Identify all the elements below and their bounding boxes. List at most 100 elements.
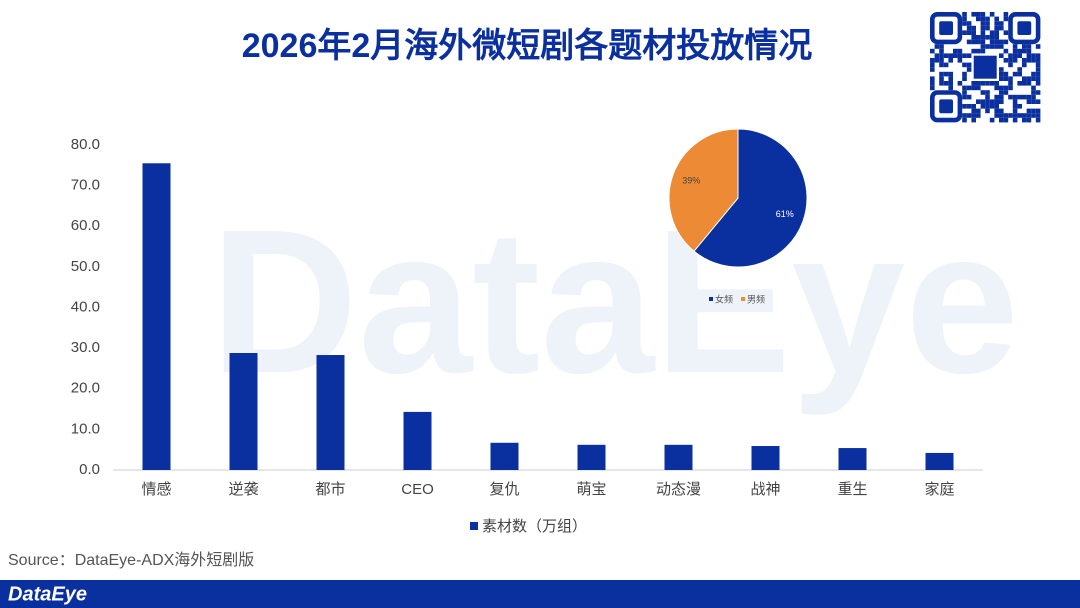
qr-cell — [1022, 44, 1027, 49]
qr-cell — [980, 99, 986, 104]
qr-cell — [934, 53, 940, 58]
bar — [577, 444, 606, 470]
qr-cell — [962, 90, 967, 95]
qr-cell — [1031, 76, 1036, 81]
qr-finder-core — [939, 99, 953, 114]
qr-cell — [994, 99, 999, 104]
qr-cell — [962, 117, 967, 123]
qr-cell — [1003, 76, 1009, 81]
footer-bar — [0, 580, 1080, 608]
qr-cell — [971, 108, 976, 114]
qr-cell — [1003, 16, 1009, 22]
legend-swatch — [709, 297, 713, 301]
qr-cell — [1022, 113, 1027, 118]
qr-cell — [985, 16, 990, 22]
x-tick-label: 战神 — [750, 481, 780, 498]
qr-cell — [971, 30, 976, 35]
qr-cell — [934, 44, 940, 49]
y-tick-label: 70.0 — [71, 177, 100, 194]
bar — [316, 355, 345, 470]
qr-cell — [980, 21, 986, 26]
qr-cell — [1008, 53, 1013, 58]
qr-cell — [1012, 117, 1018, 123]
qr-cell — [1003, 48, 1009, 54]
qr-cell — [1026, 108, 1032, 114]
y-tick-label: 60.0 — [71, 217, 100, 234]
qr-cell — [1031, 94, 1036, 100]
qr-cell — [962, 94, 967, 100]
qr-cell — [999, 94, 1004, 100]
qr-cell — [994, 21, 999, 26]
qr-cell — [1022, 58, 1027, 63]
qr-cell — [1031, 90, 1036, 95]
qr-cell — [976, 113, 981, 118]
qr-finder — [1008, 12, 1041, 45]
qr-cell — [939, 62, 944, 68]
qr-cell — [999, 108, 1004, 114]
qr-cell — [1031, 58, 1036, 63]
qr-cell — [976, 48, 981, 54]
bar — [751, 446, 780, 470]
qr-cell — [985, 108, 990, 114]
qr-cell — [1003, 90, 1009, 95]
qr-cell — [980, 39, 986, 45]
qr-cell — [971, 81, 976, 86]
qr-cell — [1035, 99, 1041, 104]
legend-label: 女频 — [715, 293, 733, 304]
qr-cell — [962, 21, 967, 26]
qr-cell — [980, 48, 986, 54]
qr-cell — [930, 48, 935, 54]
legend-label: 男频 — [747, 293, 765, 304]
qr-cell — [980, 12, 986, 17]
qr-cell — [999, 99, 1004, 104]
qr-cell — [976, 12, 981, 17]
qr-cell — [999, 113, 1004, 118]
qr-cell — [1026, 113, 1032, 118]
qr-cell — [994, 113, 999, 118]
qr-cell — [994, 94, 999, 100]
qr-cell — [1017, 71, 1022, 77]
qr-cell — [980, 30, 986, 35]
x-tick-label: CEO — [401, 481, 434, 498]
qr-cell — [930, 85, 935, 91]
pie-label: 61% — [776, 209, 794, 219]
qr-cell — [971, 48, 976, 54]
qr-cell — [962, 113, 967, 118]
qr-cell — [976, 85, 981, 91]
qr-cell — [989, 104, 995, 109]
qr-cell — [1026, 81, 1032, 86]
qr-cell — [1035, 53, 1041, 58]
qr-cell — [976, 99, 981, 104]
qr-cell — [985, 104, 990, 109]
qr-cell — [1017, 48, 1022, 54]
qr-cell — [989, 35, 995, 40]
qr-cell — [1003, 117, 1009, 123]
qr-cell — [1035, 58, 1041, 63]
qr-finder — [929, 12, 963, 45]
qr-cell — [1012, 113, 1018, 118]
qr-cell — [1035, 71, 1041, 77]
qr-cell — [930, 67, 935, 72]
bar — [838, 448, 867, 470]
qr-cell — [976, 108, 981, 114]
bar — [925, 452, 954, 470]
y-tick-label: 30.0 — [71, 339, 100, 356]
qr-cell — [971, 39, 976, 45]
qr-cell — [1035, 90, 1041, 95]
qr-cell — [989, 81, 995, 86]
qr-cell — [1008, 113, 1013, 118]
qr-cell — [948, 58, 953, 63]
legend-label: 素材数（万组） — [482, 518, 587, 535]
x-tick-label: 逆袭 — [228, 481, 258, 498]
qr-cell — [1026, 117, 1032, 123]
qr-code — [929, 12, 1041, 123]
qr-finder-core — [939, 21, 953, 35]
qr-cell — [999, 67, 1004, 72]
qr-finder-core — [1017, 21, 1032, 35]
qr-cell — [1026, 48, 1032, 54]
qr-cell — [966, 113, 972, 118]
qr-cell — [939, 71, 944, 77]
qr-cell — [999, 76, 1004, 81]
bar — [664, 444, 693, 470]
qr-cell — [966, 94, 972, 100]
